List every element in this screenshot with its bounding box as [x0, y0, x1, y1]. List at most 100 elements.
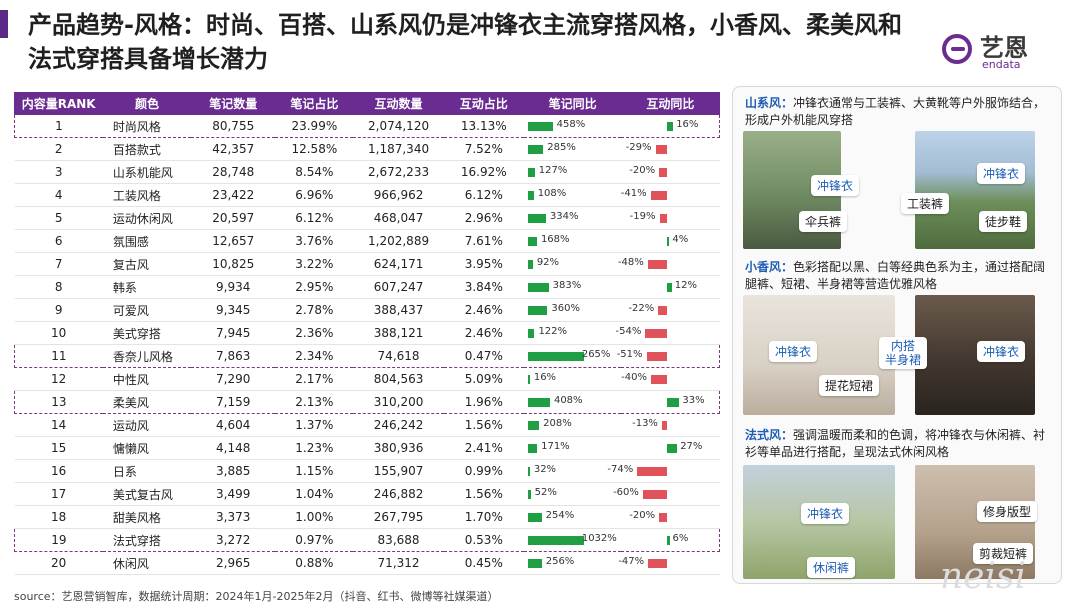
inter-share-cell: 2.96%	[443, 206, 524, 230]
interactions-cell: 2,074,120	[353, 114, 444, 138]
note-share-cell: 1.15%	[275, 459, 354, 483]
note-yoy-label: 334%	[549, 211, 579, 222]
inter-yoy-bar	[655, 145, 668, 154]
note-yoy-bar	[527, 444, 538, 453]
inter-yoy-label: -51%	[616, 349, 643, 360]
inter-yoy-label: -13%	[632, 418, 658, 429]
inter-yoy-bar	[645, 329, 668, 338]
rank-cell: 8	[14, 275, 103, 299]
inter-yoy-label: 27%	[680, 441, 703, 452]
interactions-cell: 966,962	[353, 183, 444, 207]
inter-share-cell: 1.70%	[443, 505, 524, 529]
note-yoy-label: 383%	[552, 280, 582, 291]
inter-yoy-cell: 6%	[621, 528, 721, 552]
table-row: 13 柔美风 7,159 2.13% 310,200 1.96% 408% 33%	[13, 390, 721, 414]
notes-cell: 12,657	[191, 229, 276, 253]
note-yoy-cell: 92%	[523, 252, 622, 276]
note-yoy-cell: 122%	[523, 321, 622, 345]
style-cell: 柔美风	[102, 390, 192, 414]
table-row: 18 甜美风格 3,373 1.00% 267,795 1.70% 254% -20%	[14, 505, 720, 529]
note-share-cell: 2.36%	[275, 321, 354, 345]
inter-yoy-label: -74%	[607, 464, 634, 475]
rank-cell: 3	[14, 160, 103, 184]
inter-yoy-bar	[650, 191, 668, 200]
inter-yoy-cell: -13%	[621, 413, 720, 437]
note-yoy-label: 16%	[533, 372, 557, 383]
section-chanel-body: 色彩搭配以黑、白等经典色系为主，通过搭配阔腿裤、短裙、半身裙等营造优雅风格	[745, 260, 1046, 291]
note-share-cell: 2.95%	[275, 275, 354, 299]
inter-yoy-bar	[648, 559, 668, 568]
notes-cell: 2,965	[191, 551, 276, 575]
style-cell: 韩系	[102, 275, 192, 299]
inter-yoy-bar	[667, 122, 674, 131]
note-yoy-label: 458%	[556, 119, 586, 130]
notes-cell: 3,885	[191, 459, 276, 483]
table-row: 10 美式穿搭 7,945 2.36% 388,121 2.46% 122% -54%	[14, 321, 720, 345]
inter-yoy-cell: 33%	[621, 390, 721, 414]
chanel-photo-1	[743, 295, 895, 415]
note-share-cell: 2.17%	[275, 367, 354, 391]
notes-cell: 7,863	[191, 344, 276, 368]
rank-cell: 6	[14, 229, 103, 253]
tag-cargo-pants: 工装裤	[901, 193, 950, 214]
note-yoy-cell: 458%	[523, 114, 622, 138]
title-accent-bar	[0, 10, 8, 38]
style-cell: 氛围感	[102, 229, 192, 253]
interactions-cell: 2,672,233	[353, 160, 444, 184]
rank-cell: 20	[14, 551, 103, 575]
inter-share-cell: 2.46%	[443, 321, 524, 345]
inter-yoy-label: 12%	[674, 280, 697, 291]
note-yoy-bar	[527, 536, 584, 545]
inter-yoy-label: -19%	[629, 211, 656, 222]
note-yoy-label: 171%	[541, 441, 570, 452]
section-french: 法式风：强调温暖而柔和的色调，将冲锋衣与休闲裤、衬衫等单品进行搭配，呈现法式休闲…	[745, 427, 1051, 461]
note-yoy-bar	[527, 329, 535, 338]
note-share-cell: 2.13%	[275, 390, 354, 414]
inter-yoy-bar	[667, 444, 678, 453]
note-yoy-bar	[527, 283, 549, 292]
inter-yoy-label: -29%	[625, 142, 652, 153]
inter-yoy-label: 16%	[676, 119, 699, 130]
notes-cell: 9,934	[191, 275, 276, 299]
rank-cell: 17	[14, 482, 103, 506]
interactions-cell: 388,121	[353, 321, 444, 345]
col-inter-share: 互动占比	[443, 92, 525, 115]
note-yoy-cell: 127%	[523, 160, 622, 184]
section-mountain-body: 冲锋衣通常与工装裤、大黄靴等户外服饰结合，形成户外机能风穿搭	[745, 96, 1046, 127]
rank-cell: 13	[13, 390, 103, 414]
inter-yoy-bar	[667, 283, 672, 292]
inter-yoy-cell: -47%	[618, 551, 720, 575]
inter-yoy-label: -22%	[628, 303, 655, 314]
note-share-cell: 6.12%	[275, 206, 354, 230]
table-row: 12 中性风 7,290 2.17% 804,563 5.09% 16% -40%	[14, 367, 720, 391]
note-yoy-bar	[527, 191, 534, 200]
rank-cell: 4	[14, 183, 103, 207]
interactions-cell: 71,312	[353, 551, 444, 575]
inter-share-cell: 1.56%	[443, 482, 524, 506]
note-yoy-bar	[527, 421, 540, 430]
note-yoy-cell: 256%	[523, 551, 622, 575]
note-share-cell: 2.34%	[275, 344, 354, 368]
note-yoy-cell: 383%	[523, 275, 622, 299]
inter-share-cell: 16.92%	[443, 160, 524, 184]
style-cell: 运动休闲风	[102, 206, 192, 230]
note-yoy-bar	[527, 145, 544, 154]
rank-cell: 10	[14, 321, 103, 345]
notes-cell: 80,755	[191, 114, 276, 138]
inter-yoy-label: -41%	[620, 188, 647, 199]
inter-yoy-label: 6%	[672, 533, 689, 544]
inter-yoy-bar	[659, 214, 668, 223]
note-yoy-label: 208%	[543, 418, 572, 429]
style-cell: 休闲风	[102, 551, 192, 575]
rank-cell: 7	[14, 252, 103, 276]
interactions-cell: 1,187,340	[353, 137, 444, 161]
interactions-cell: 624,171	[353, 252, 444, 276]
note-yoy-cell: 408%	[523, 390, 622, 414]
tag-inner-skirt: 内搭 半身裙	[879, 337, 928, 369]
inter-yoy-cell: -41%	[620, 183, 720, 207]
interactions-cell: 380,936	[353, 436, 444, 460]
note-yoy-bar	[527, 260, 533, 269]
notes-cell: 20,597	[191, 206, 276, 230]
note-yoy-bar	[527, 168, 535, 177]
inter-yoy-label: -40%	[621, 372, 648, 383]
